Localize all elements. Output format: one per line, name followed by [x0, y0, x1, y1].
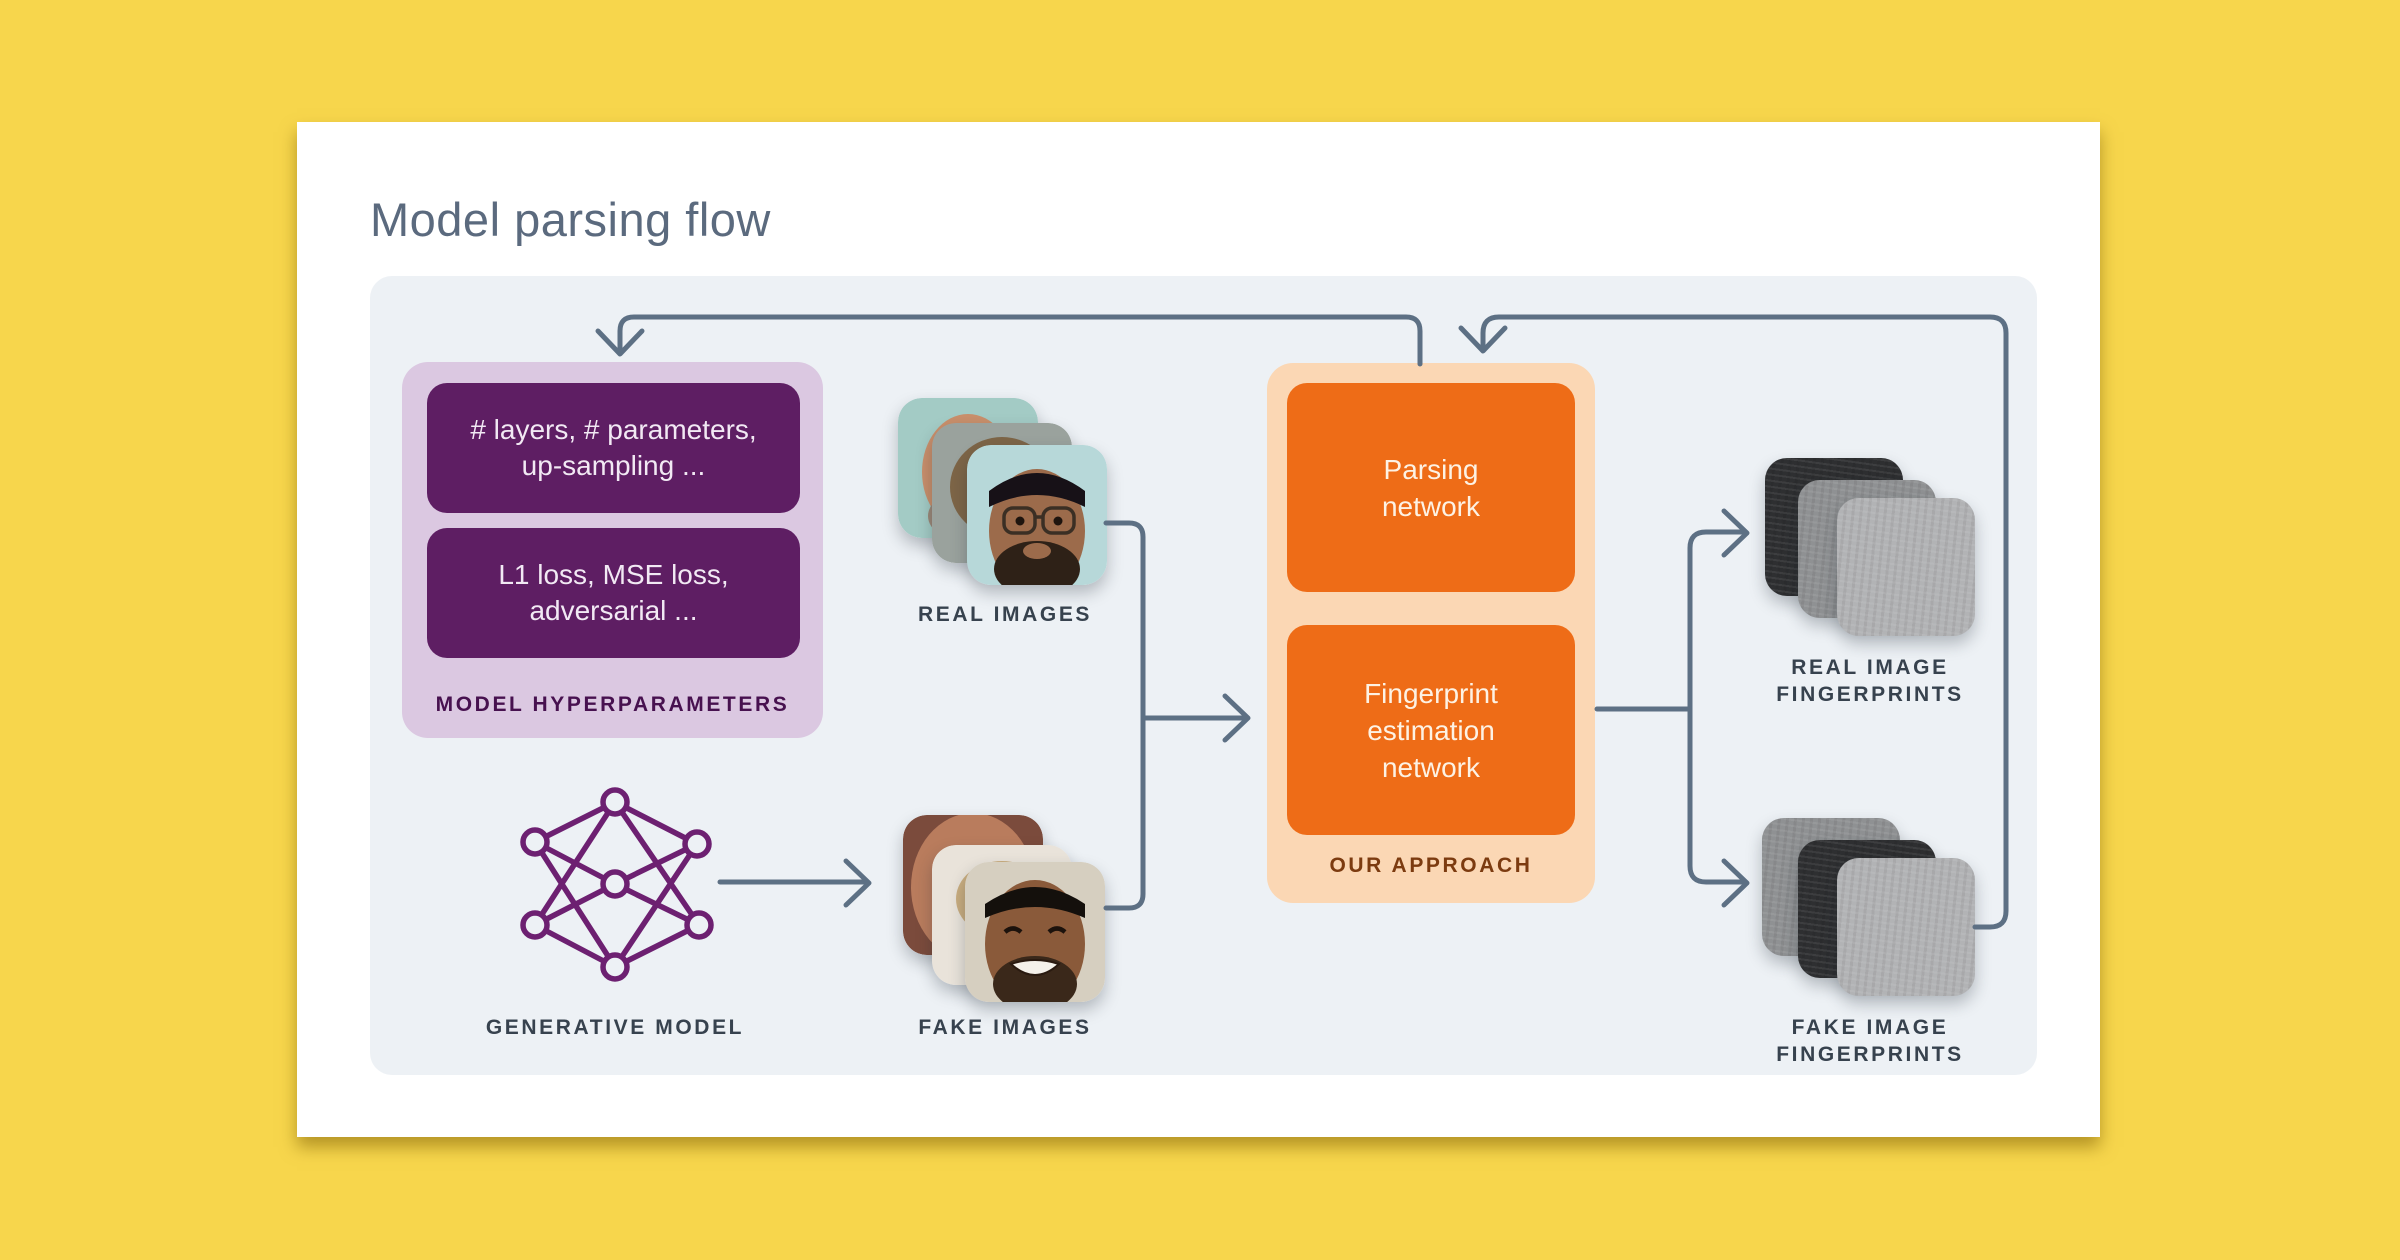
hyperparameters-group: # layers, # parameters, up-sampling ... …	[402, 362, 823, 738]
hyperparameter-box-loss: L1 loss, MSE loss, adversarial ...	[427, 528, 800, 658]
fingerprint-tile	[1837, 858, 1975, 996]
glasses-icon	[1002, 506, 1076, 535]
fake-fingerprints-label: FAKE IMAGE FINGERPRINTS	[1720, 1014, 2020, 1068]
approach-group: Parsing network Fingerprint estimation n…	[1267, 363, 1595, 903]
network-edges	[520, 787, 714, 982]
real-fingerprints-label: REAL IMAGE FINGERPRINTS	[1720, 654, 2020, 708]
network-nodes	[520, 787, 714, 982]
real-images-label: REAL IMAGES	[917, 603, 1093, 626]
hyperparameter-box-architecture: # layers, # parameters, up-sampling ...	[427, 383, 800, 513]
fake-fingerprints-label-line2: FINGERPRINTS	[1776, 1043, 1964, 1066]
diagram-panel: # layers, # parameters, up-sampling ... …	[370, 276, 2037, 1075]
hyperparameter-box-architecture-text: # layers, # parameters, up-sampling ...	[470, 414, 757, 481]
page-title: Model parsing flow	[370, 193, 771, 246]
real-fingerprints-label-line2: FINGERPRINTS	[1776, 683, 1964, 706]
approach-label: OUR APPROACH	[1329, 854, 1533, 877]
real-fingerprints-label-line1: REAL IMAGE	[1791, 656, 1949, 679]
fingerprint-network-text: Fingerprint estimation network	[1364, 677, 1498, 783]
fake-images-label: FAKE IMAGES	[918, 1016, 1092, 1039]
fake-face-front	[965, 862, 1105, 1002]
face-photo	[965, 862, 1105, 1002]
fingerprint-network-box: Fingerprint estimation network	[1287, 625, 1575, 835]
parsing-network-text: Parsing network	[1381, 453, 1481, 522]
fake-fingerprints-label-line1: FAKE IMAGE	[1791, 1016, 1949, 1039]
hyperparameter-box-loss-text: L1 loss, MSE loss, adversarial ...	[498, 559, 729, 626]
content-card: Model parsing flow # layers, # parameter…	[297, 122, 2100, 1137]
face-photo	[967, 445, 1107, 585]
parsing-network-box: Parsing network	[1287, 383, 1575, 592]
fingerprint-tile	[1837, 498, 1975, 636]
hyperparameters-label: MODEL HYPERPARAMETERS	[435, 693, 790, 716]
real-face-front	[967, 445, 1107, 585]
generative-model-icon	[520, 787, 714, 982]
generative-model-label: GENERATIVE MODEL	[485, 1016, 745, 1039]
